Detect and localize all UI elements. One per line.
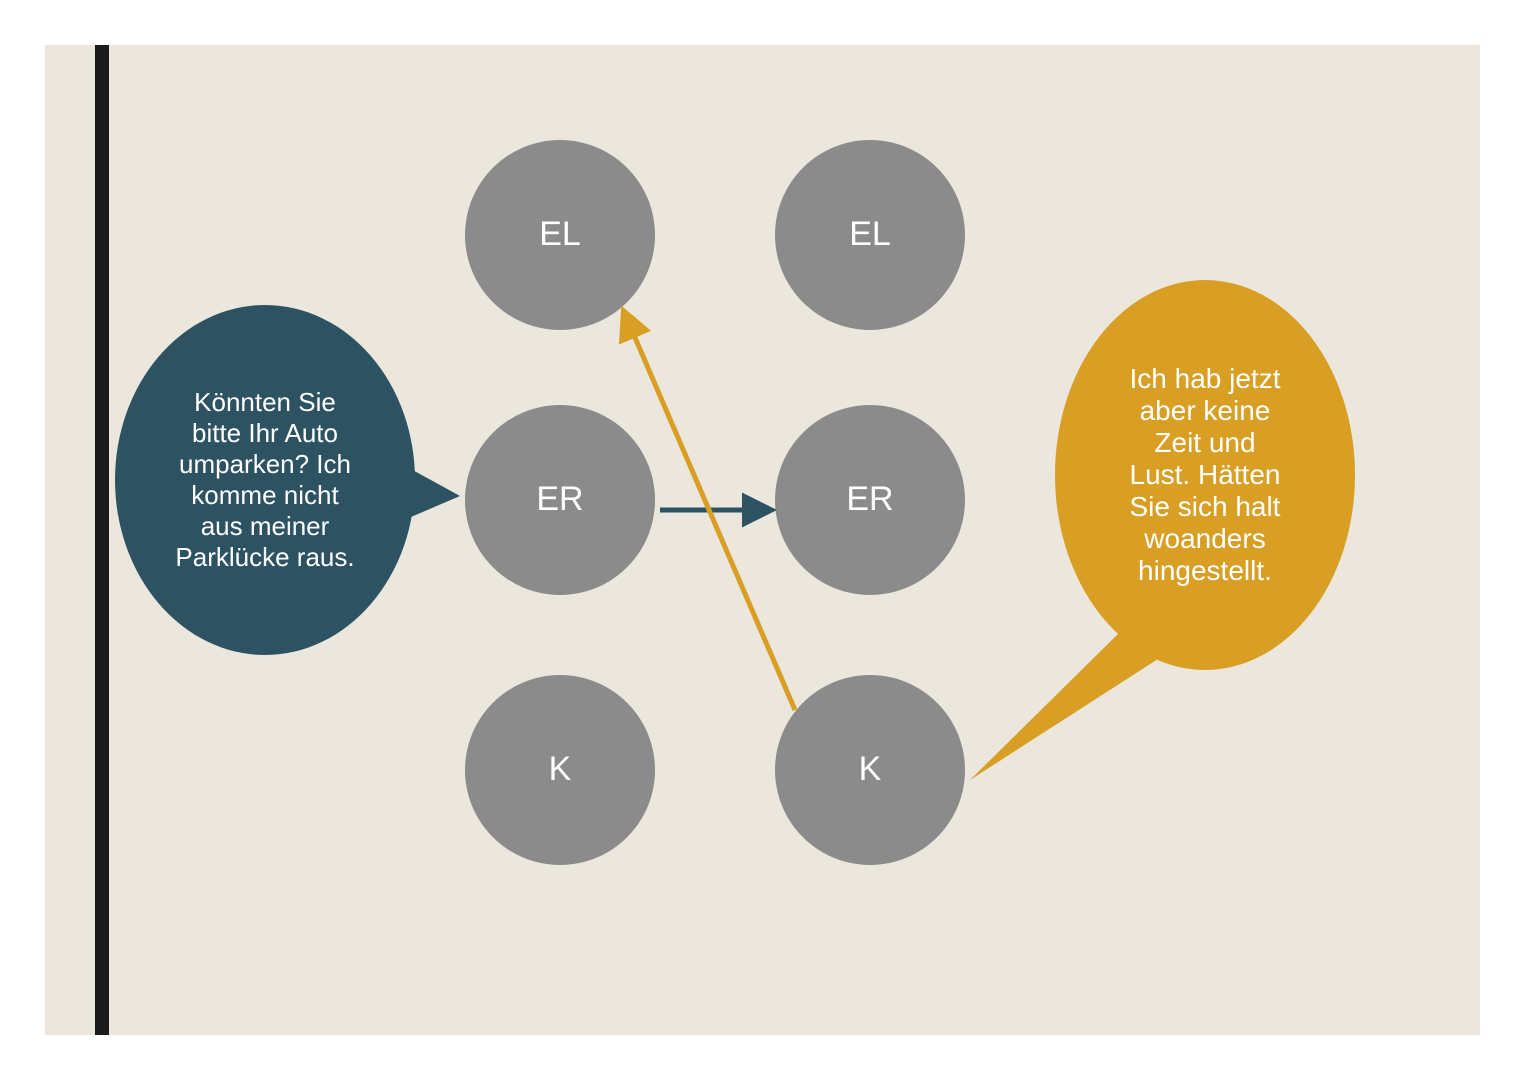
node-k-right: K	[775, 675, 965, 865]
speech-bubble-left: Könnten Sie bitte Ihr Auto umparken? Ich…	[115, 305, 415, 655]
node-label: EL	[849, 216, 891, 253]
node-label: ER	[846, 481, 893, 518]
page: EL EL ER ER K K Könnten Sie bitte Ihr Au…	[0, 0, 1527, 1080]
accent-vertical-bar	[95, 45, 109, 1035]
node-label: EL	[539, 216, 581, 253]
node-er-right: ER	[775, 405, 965, 595]
node-label: K	[859, 751, 882, 788]
node-k-left: K	[465, 675, 655, 865]
speech-text: Könnten Sie bitte Ihr Auto umparken? Ich…	[175, 387, 354, 573]
speech-bubble-right: Ich hab jetzt aber keine Zeit und Lust. …	[1055, 280, 1355, 670]
node-label: K	[549, 751, 572, 788]
node-label: ER	[536, 481, 583, 518]
node-er-left: ER	[465, 405, 655, 595]
speech-text: Ich hab jetzt aber keine Zeit und Lust. …	[1130, 363, 1281, 587]
node-el-right: EL	[775, 140, 965, 330]
node-el-left: EL	[465, 140, 655, 330]
